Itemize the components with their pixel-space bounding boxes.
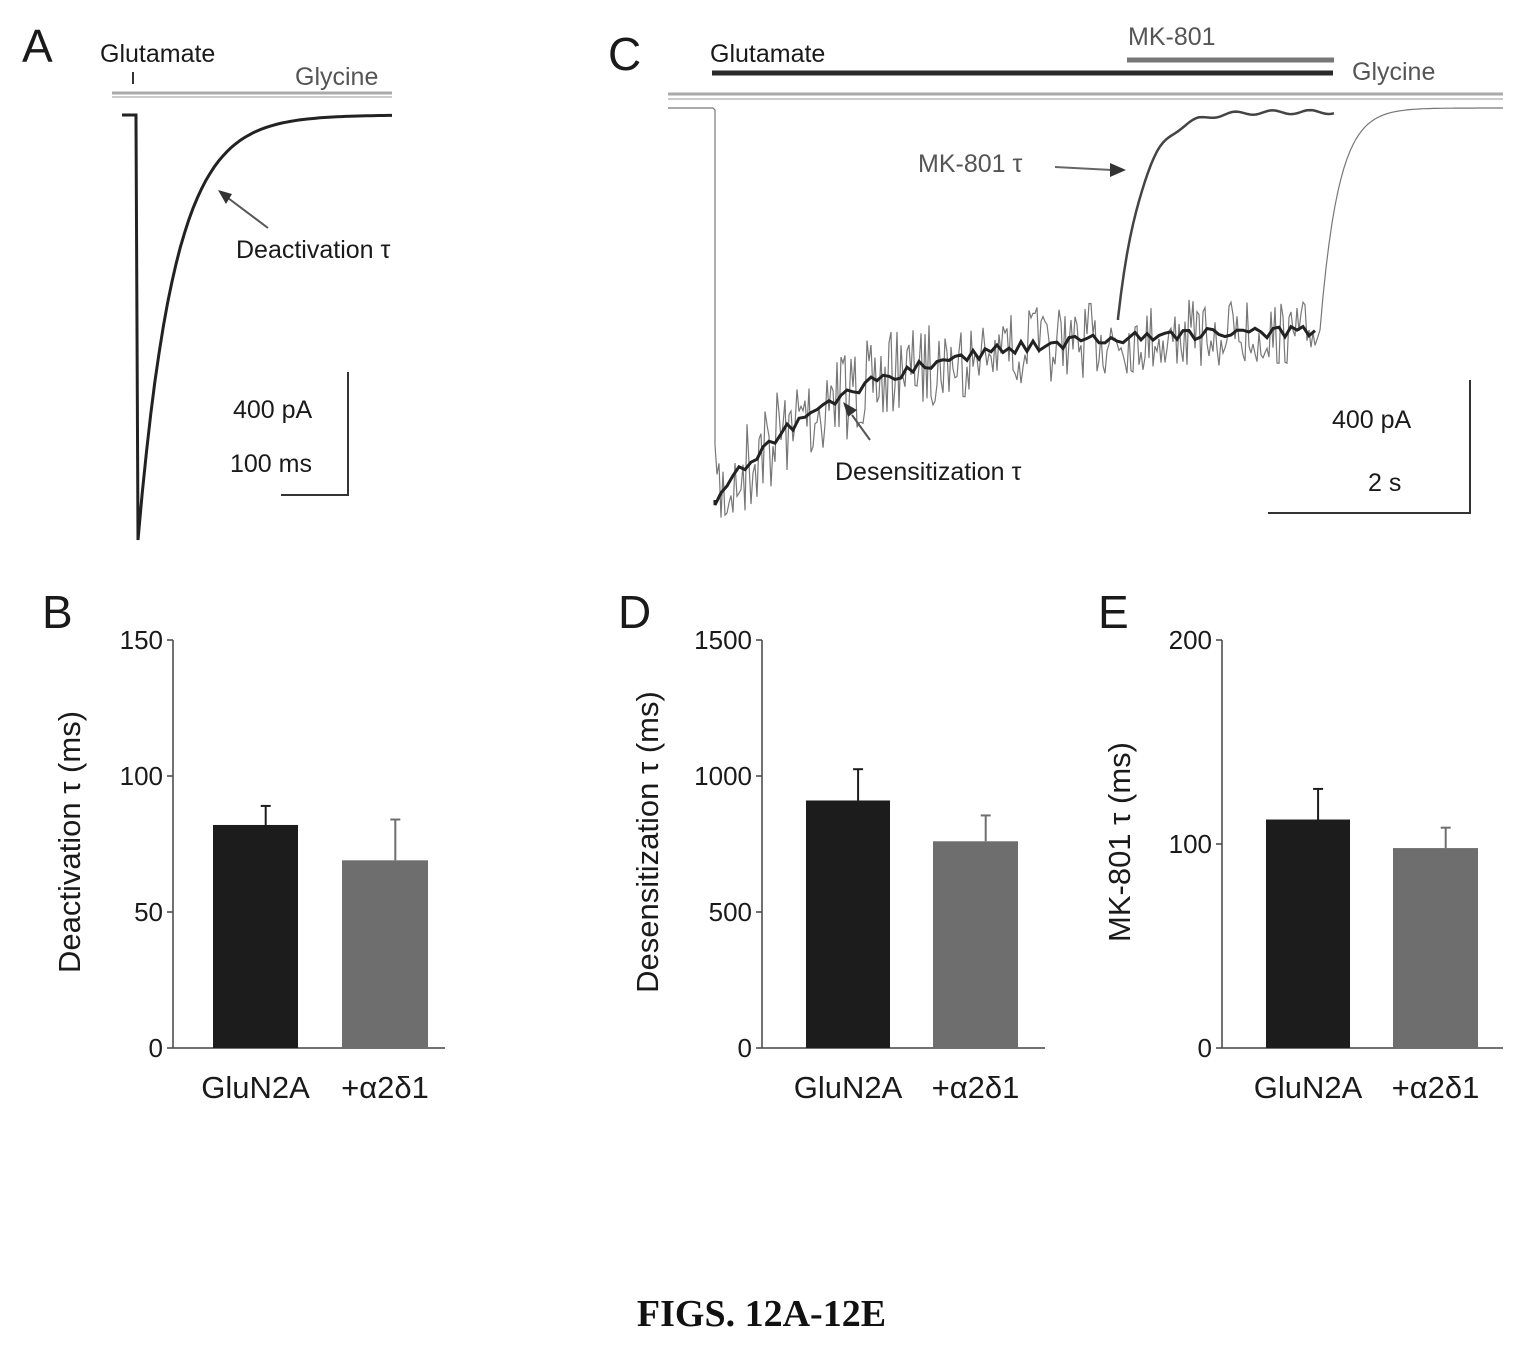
bar-glun2a (213, 824, 298, 1048)
y-tick-label: 200 (1169, 625, 1212, 655)
chart-b: B 0 50 100 150 GluN2A +α2δ1 Deactivation τ (ms) (42, 586, 445, 1105)
y-tick-label: 0 (738, 1033, 752, 1063)
deactivation-trace (122, 113, 392, 541)
deactivation-arrow-line (227, 197, 269, 229)
desens-arrow-line (851, 414, 871, 441)
category-label: GluN2A (201, 1070, 310, 1105)
mk801-tau-label: MK-801 τ (918, 150, 1022, 178)
y-tick-label: 50 (134, 897, 163, 927)
y-tick-label: 0 (1198, 1033, 1212, 1063)
desensitization-trace-noise (668, 107, 1503, 518)
bar-glun2a (1266, 819, 1350, 1048)
bar-alpha2delta1 (1393, 848, 1478, 1048)
panel-c: C Glutamate MK-801 Glycine MK-801 τ Dese… (608, 23, 1503, 518)
scale-bar-a (281, 372, 349, 496)
scale-label-pa-a: 400 pA (233, 396, 313, 424)
desens-tau-label: Desensitization τ (835, 458, 1021, 486)
scale-bar-c (1268, 380, 1471, 514)
category-label: +α2δ1 (1392, 1070, 1480, 1105)
bar-alpha2delta1 (933, 841, 1018, 1048)
stim-label-glutamate-a: Glutamate (100, 40, 215, 68)
y-tick-label: 150 (120, 625, 163, 655)
y-tick-label: 100 (120, 761, 163, 791)
category-label: +α2δ1 (341, 1070, 429, 1105)
chart-d: D 0 500 1000 1500 GluN2A +α2δ1 Desensitization … (618, 586, 1045, 1105)
category-label: GluN2A (1254, 1070, 1363, 1105)
scale-label-s-c: 2 s (1368, 469, 1401, 497)
stim-label-glycine-c: Glycine (1352, 58, 1435, 86)
category-label: GluN2A (794, 1070, 903, 1105)
panel-letter-e: E (1098, 586, 1129, 638)
figure-caption: FIGS. 12A-12E (636, 1293, 887, 1335)
y-axis-label: Deactivation τ (ms) (52, 711, 87, 973)
deactivation-tau-label: Deactivation τ (236, 236, 391, 264)
desensitization-trace (713, 324, 1316, 506)
panel-letter-a: A (22, 20, 53, 72)
y-axis-label: Desensitization τ (ms) (630, 691, 665, 993)
bar-alpha2delta1 (342, 860, 428, 1048)
mk801-trace (1116, 108, 1335, 320)
mk801-arrow-head (1110, 163, 1126, 177)
deactivation-arrow-head (218, 190, 232, 204)
stim-label-glycine-a: Glycine (295, 63, 378, 91)
y-tick-label: 1500 (694, 625, 752, 655)
stim-label-mk801: MK-801 (1128, 23, 1216, 51)
stim-label-glutamate-c: Glutamate (710, 40, 825, 68)
y-tick-label: 500 (709, 897, 752, 927)
y-tick-label: 0 (149, 1033, 163, 1063)
bar-glun2a (806, 800, 890, 1048)
panel-letter-c: C (608, 28, 641, 80)
category-label: +α2δ1 (932, 1070, 1020, 1105)
panel-letter-d: D (618, 586, 651, 638)
chart-e: E 0 100 200 GluN2A +α2δ1 MK-801 τ (ms) (1098, 586, 1503, 1105)
scale-label-pa-c: 400 pA (1332, 406, 1412, 434)
figure-canvas: A Glutamate Glycine Deactivation τ 400 p… (22, 20, 1503, 1105)
y-axis-label: MK-801 τ (ms) (1102, 742, 1137, 942)
panel-a: A Glutamate Glycine Deactivation τ 400 p… (22, 20, 392, 541)
scale-label-ms-a: 100 ms (230, 450, 312, 478)
mk801-arrow-line (1054, 166, 1113, 171)
desens-arrow-head (843, 402, 857, 417)
y-tick-label: 1000 (694, 761, 752, 791)
y-tick-label: 100 (1169, 829, 1212, 859)
panel-letter-b: B (42, 586, 73, 638)
